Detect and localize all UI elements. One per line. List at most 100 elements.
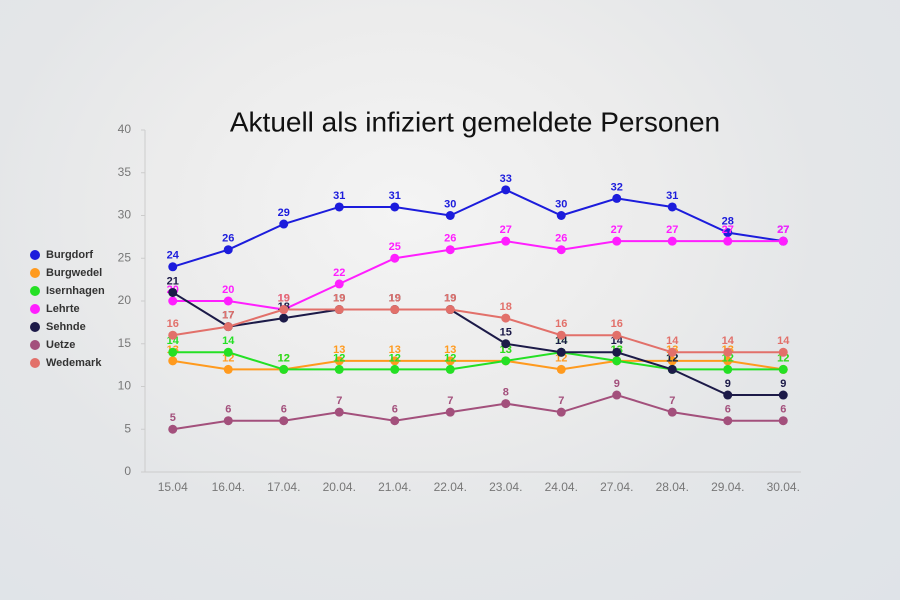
data-label: 13 — [389, 344, 401, 356]
data-label: 27 — [777, 224, 789, 236]
data-point — [667, 364, 677, 374]
x-tick-label: 22.04. — [434, 480, 467, 494]
data-label: 12 — [444, 352, 456, 364]
data-label: 6 — [392, 404, 398, 416]
data-point — [390, 202, 400, 212]
legend-marker — [30, 268, 40, 278]
data-point — [501, 313, 511, 323]
data-point — [223, 364, 233, 374]
data-label: 8 — [503, 387, 509, 399]
data-point — [334, 279, 344, 289]
data-label: 27 — [722, 224, 734, 236]
data-label: 31 — [389, 190, 401, 202]
data-label: 32 — [611, 181, 623, 193]
x-tick-label: 30.04. — [767, 480, 800, 494]
x-tick-label: 27.04. — [600, 480, 633, 494]
data-label: 7 — [669, 395, 675, 407]
data-point — [723, 390, 733, 400]
legend-marker — [30, 358, 40, 368]
data-label: 9 — [725, 378, 731, 390]
data-label: 19 — [389, 292, 401, 304]
data-point — [778, 347, 788, 357]
data-label: 19 — [389, 292, 401, 304]
data-label: 15 — [500, 327, 512, 339]
data-label: 16 — [167, 318, 179, 330]
y-tick-label: 5 — [124, 421, 131, 435]
data-label: 6 — [225, 404, 231, 416]
data-point — [279, 416, 289, 426]
x-tick-label: 24.04. — [545, 480, 578, 494]
data-point — [390, 356, 400, 366]
series-line — [172, 394, 784, 431]
data-label: 6 — [281, 404, 287, 416]
data-point — [445, 245, 455, 255]
data-point — [723, 416, 733, 426]
x-tick-label: 23.04. — [489, 480, 522, 494]
data-point — [667, 347, 677, 357]
data-label: 20 — [222, 284, 234, 296]
data-point — [612, 236, 622, 246]
data-point — [279, 313, 289, 323]
data-point — [223, 416, 233, 426]
data-label: 22 — [333, 267, 345, 279]
legend-label: Burgwedel — [46, 267, 102, 279]
data-point — [723, 347, 733, 357]
chart-title: Aktuell als infiziert gemeldete Personen — [230, 106, 720, 137]
series-line — [172, 308, 784, 354]
data-point — [667, 356, 677, 366]
data-point — [390, 416, 400, 426]
data-point — [778, 236, 788, 246]
data-point — [334, 364, 344, 374]
data-point — [556, 245, 566, 255]
data-label: 9 — [614, 378, 620, 390]
data-label: 28 — [722, 216, 734, 228]
data-point — [168, 296, 178, 306]
y-tick-label: 15 — [118, 336, 132, 350]
y-tick-label: 20 — [118, 293, 132, 307]
data-point — [334, 202, 344, 212]
data-point — [778, 364, 788, 374]
data-label: 7 — [336, 395, 342, 407]
data-label: 13 — [333, 344, 345, 356]
data-point — [168, 424, 178, 434]
data-point — [501, 185, 511, 195]
data-label: 19 — [444, 292, 456, 304]
data-label: 17 — [222, 310, 234, 322]
legend-marker — [30, 250, 40, 260]
data-point — [279, 219, 289, 229]
x-tick-label: 29.04. — [711, 480, 744, 494]
data-point — [723, 356, 733, 366]
data-point — [612, 390, 622, 400]
data-point — [390, 305, 400, 315]
data-point — [612, 356, 622, 366]
data-label: 29 — [278, 207, 290, 219]
data-label: 7 — [447, 395, 453, 407]
data-point — [390, 253, 400, 263]
data-label: 25 — [389, 241, 401, 253]
data-label: 7 — [558, 395, 564, 407]
data-point — [667, 407, 677, 417]
y-tick-label: 10 — [118, 379, 132, 393]
x-tick-label: 21.04. — [378, 480, 411, 494]
data-point — [612, 193, 622, 203]
legend-label: Sehnde — [46, 321, 86, 333]
legend-marker — [30, 286, 40, 296]
data-label: 9 — [780, 378, 786, 390]
x-tick-label: 15.04 — [158, 480, 188, 494]
data-point — [778, 390, 788, 400]
data-label: 12 — [278, 352, 290, 364]
data-label: 19 — [278, 292, 290, 304]
data-label: 27 — [666, 224, 678, 236]
series-line — [172, 359, 784, 371]
data-point — [501, 399, 511, 409]
data-point — [612, 347, 622, 357]
x-tick-label: 20.04. — [323, 480, 356, 494]
data-point — [334, 356, 344, 366]
data-point — [223, 296, 233, 306]
data-point — [501, 356, 511, 366]
data-point — [223, 347, 233, 357]
y-tick-label: 0 — [124, 464, 131, 478]
series-line — [172, 188, 784, 268]
